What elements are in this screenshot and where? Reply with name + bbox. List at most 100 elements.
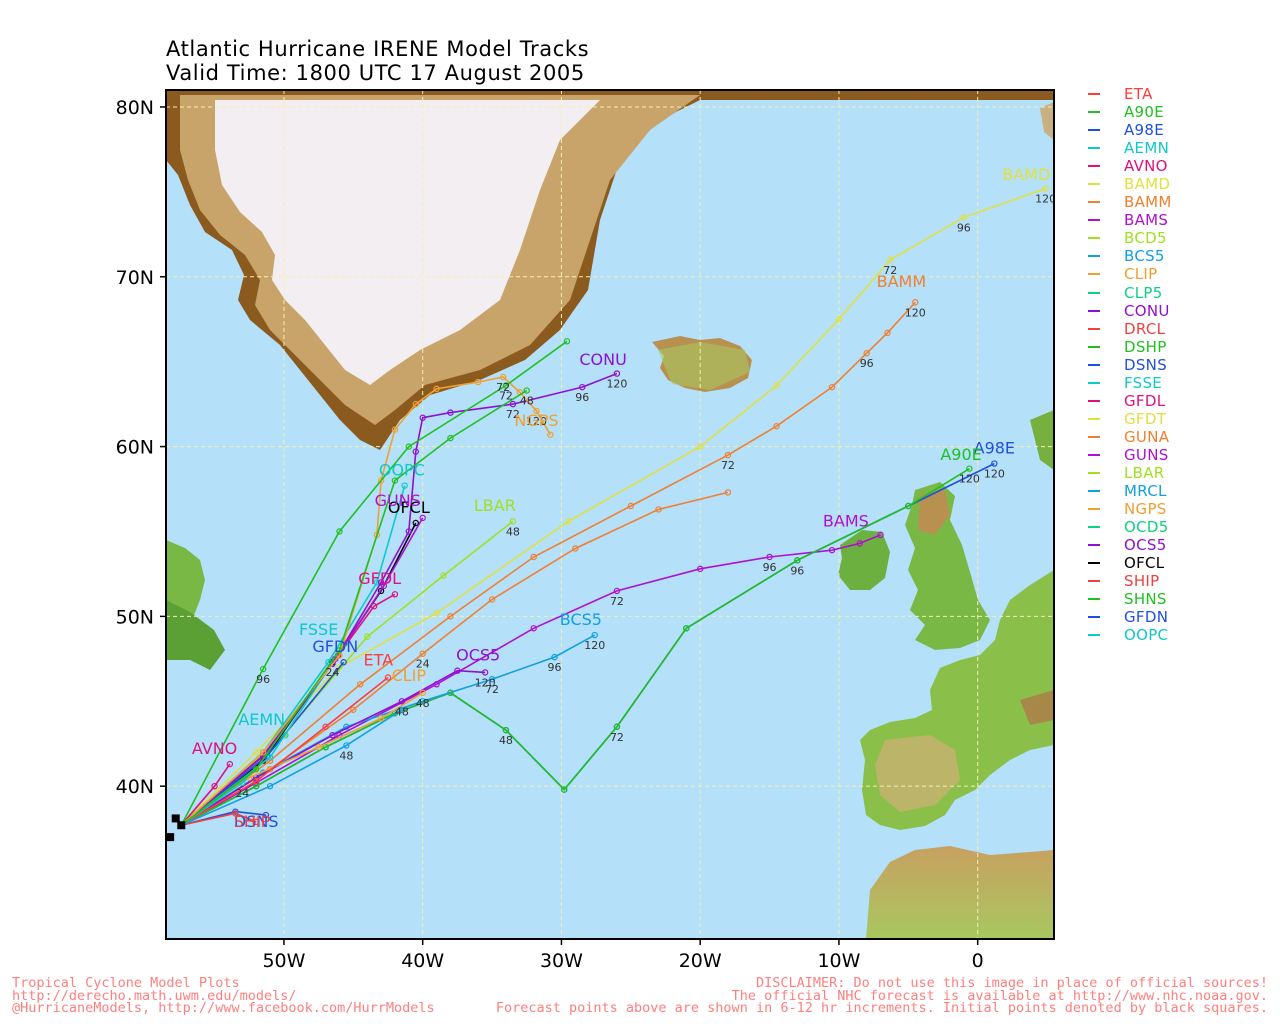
legend-item-ocd5: OCD5 — [1088, 518, 1278, 536]
track-label-aemn: AEMN — [238, 710, 285, 729]
track-point — [724, 489, 732, 496]
track-point — [447, 434, 454, 442]
track-point — [433, 609, 440, 617]
legend-label: MRCL — [1124, 482, 1167, 501]
legend-swatch — [1088, 634, 1100, 637]
track-point — [315, 743, 322, 751]
footer-credits: Tropical Cyclone Model Plots http://dere… — [12, 975, 435, 1016]
legend-item-ship: SHIP — [1088, 572, 1278, 590]
track-mrcl — [180, 709, 403, 826]
track-point — [322, 723, 329, 730]
legend-swatch — [1088, 580, 1100, 583]
legend-swatch — [1088, 616, 1100, 619]
forecast-hour-label: 96 — [763, 561, 777, 574]
track-label-conu: CONU — [579, 350, 626, 369]
legend-swatch — [1088, 598, 1100, 601]
great-britain-highlands — [918, 490, 950, 535]
track-point — [579, 383, 586, 391]
track-point — [447, 613, 454, 620]
legend-label: CLP5 — [1124, 283, 1163, 302]
track-point — [474, 378, 482, 386]
map-frame — [165, 89, 1055, 940]
track-label-bams: BAMS — [823, 511, 869, 530]
track-bcs5 — [180, 634, 596, 826]
track-point — [696, 565, 704, 573]
track-label-a90e: A90E — [940, 445, 981, 464]
forecast-hour-label: 120 — [584, 639, 605, 652]
track-point — [405, 528, 413, 535]
forecast-hour-label: 48 — [520, 395, 534, 408]
forecast-hour-label: 96 — [860, 357, 874, 370]
x-tick-label: 30W — [540, 950, 583, 972]
track-point — [405, 443, 413, 450]
legend-label: A90E — [1124, 103, 1165, 122]
forecast-hour-label: 72 — [506, 408, 520, 421]
track-point — [211, 782, 218, 790]
iberia-highlands — [875, 735, 960, 812]
forecast-hour-label: 24 — [416, 658, 430, 671]
legend-label: FSSE — [1124, 373, 1163, 392]
alps — [1020, 690, 1054, 725]
legend-label: GFDT — [1124, 409, 1167, 428]
forecast-hour-label: 120 — [526, 415, 547, 428]
legend-item-gfdt: GFDT — [1088, 410, 1278, 428]
track-point — [377, 477, 385, 484]
legend-label: CONU — [1124, 301, 1170, 320]
legend-label: AVNO — [1124, 157, 1168, 176]
legend-swatch — [1088, 526, 1100, 529]
track-point — [419, 514, 426, 522]
track-bams — [180, 534, 881, 826]
legend: ETA A90E A98E AEMN AVNO BAMD BAMM BAMS BCD5 BCS5 C… — [1088, 85, 1278, 644]
legend-item-oopc: OOPC — [1088, 626, 1278, 644]
legend-label: AEMN — [1124, 139, 1170, 158]
forecast-hour-label: 72 — [485, 683, 499, 696]
legend-item-lbar: LBAR — [1088, 464, 1278, 482]
track-point — [440, 572, 447, 579]
track-point — [454, 667, 461, 674]
track-point — [960, 214, 968, 221]
track-label-fsse: FSSE — [299, 620, 338, 639]
track-point — [502, 726, 510, 734]
track-point — [591, 631, 598, 639]
track-label-bamd: BAMD — [1002, 165, 1050, 184]
track-label-ocs5: OCS5 — [456, 646, 500, 665]
track-point — [412, 448, 419, 455]
track-point — [252, 766, 260, 773]
legend-item-aemn: AEMN — [1088, 139, 1278, 157]
forecast-hour-label: 96 — [256, 673, 270, 686]
footer-disclaimer: DISCLAIMER: Do not use this image in pla… — [495, 975, 1268, 1016]
legend-label: A98E — [1124, 121, 1165, 140]
track-shns — [180, 389, 528, 826]
forecast-hour-label: 72 — [610, 595, 624, 608]
track-point — [377, 579, 385, 586]
track-point — [766, 553, 773, 561]
valid-time: Valid Time: 1800 UTC 17 August 2005 — [166, 61, 585, 85]
track-point — [262, 811, 270, 819]
track-gfdn — [180, 661, 345, 826]
initial-point-square — [171, 814, 180, 823]
track-point — [887, 256, 894, 263]
legend-item-ofcl: OFCL — [1088, 554, 1278, 572]
initial-points — [166, 814, 186, 842]
track-point — [856, 540, 863, 547]
legend-swatch — [1088, 562, 1100, 565]
legend-swatch — [1088, 237, 1100, 240]
y-tick-label: 60N — [116, 437, 154, 459]
track-point — [363, 633, 371, 640]
legend-label: OCS5 — [1124, 536, 1167, 555]
track-point — [252, 749, 260, 756]
track-point — [696, 443, 704, 450]
legend-label: CLIP — [1124, 265, 1158, 284]
track-point — [336, 647, 343, 654]
legend-swatch — [1088, 508, 1100, 511]
legend-swatch — [1088, 273, 1100, 276]
forecast-hour-label: 48 — [395, 705, 409, 718]
legend-label: DRCL — [1124, 319, 1166, 338]
track-point — [377, 715, 385, 722]
legend-swatch — [1088, 544, 1100, 547]
track-point — [266, 754, 274, 761]
track-label-gfdn: GFDN — [312, 637, 358, 656]
forecast-hour-label: 72 — [610, 731, 624, 744]
forecast-hour-label: 72 — [496, 381, 510, 394]
track-point — [357, 681, 364, 688]
